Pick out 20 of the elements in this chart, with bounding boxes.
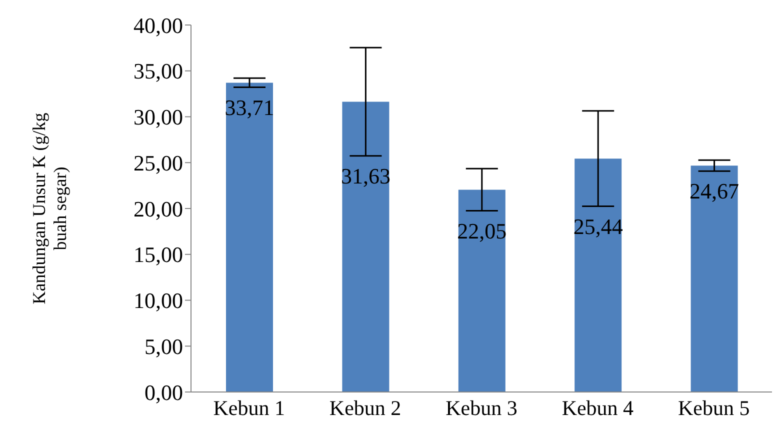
bar: [226, 82, 273, 392]
y-tick-label: 15,00: [134, 242, 183, 268]
x-tick-label: Kebun 3: [446, 396, 518, 420]
y-tick-label: 10,00: [134, 288, 183, 314]
y-tick-label: 30,00: [134, 104, 183, 130]
y-tick-label: 40,00: [134, 12, 183, 38]
y-axis-title: Kandungan Unsur K (g/kg buah segar): [29, 112, 70, 304]
y-tick-label: 20,00: [134, 196, 183, 222]
y-tick-label: 25,00: [134, 150, 183, 176]
y-tick-label: 5,00: [144, 334, 183, 359]
x-tick-label: Kebun 5: [678, 396, 750, 420]
bar: [458, 190, 506, 392]
x-tick-label: Kebun 4: [562, 396, 634, 420]
y-tick-label: 35,00: [134, 58, 183, 84]
x-tick-label: Kebun 1: [213, 396, 285, 420]
x-tick-label: Kebun 2: [329, 396, 402, 420]
y-tick-label: 0,00: [144, 380, 183, 405]
bar: [574, 158, 622, 392]
bar: [690, 166, 738, 392]
bar: [342, 102, 390, 392]
